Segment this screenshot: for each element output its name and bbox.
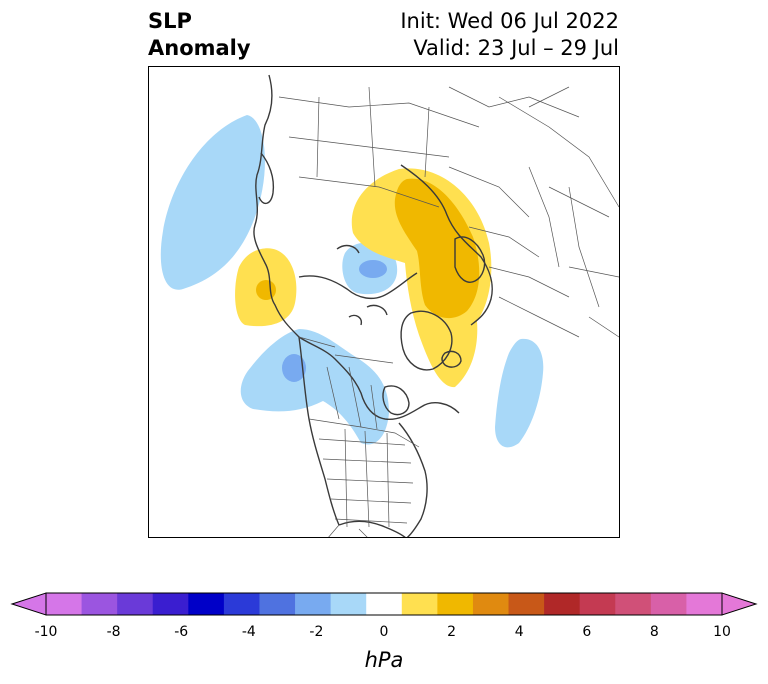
anomaly-north-pacific-low	[160, 115, 265, 290]
colorbar-tick-label: 4	[514, 624, 524, 640]
border-asia-countries	[498, 86, 619, 338]
colorbar-over-triangle	[721, 592, 758, 616]
anomaly-barents-high-core	[394, 178, 480, 319]
colorbar-cell	[259, 593, 296, 615]
us-east-coast	[398, 422, 428, 537]
colorbar-cell	[615, 593, 652, 615]
colorbar-cell	[117, 593, 154, 615]
colorbar-cell	[223, 593, 260, 615]
anomaly-shading	[160, 115, 544, 448]
border-canada-provinces	[326, 354, 394, 430]
colorbar-cells	[46, 593, 723, 615]
border-mexico	[328, 524, 368, 537]
colorbar-cell	[401, 593, 438, 615]
border-us-states	[318, 428, 414, 528]
colorbar-cell	[472, 593, 510, 615]
anomaly-canada-low-core	[282, 354, 306, 382]
colorbar-cell	[366, 593, 403, 615]
scandinavia-coast	[454, 236, 486, 283]
gulf-coast	[338, 520, 406, 537]
title-line-2: Anomaly	[148, 36, 251, 60]
border-canada-alaska	[298, 336, 336, 348]
colorbar-tick-label: -4	[241, 624, 256, 640]
colorbar-tick-label: -6	[174, 624, 189, 640]
colorbar-cell	[46, 593, 83, 615]
map-panel	[148, 66, 620, 538]
siberia-arctic-coast	[298, 272, 418, 300]
colorbar-cell	[579, 593, 616, 615]
colorbar-tick-label: 0	[379, 624, 389, 640]
border-china-mongolia	[448, 86, 580, 118]
colorbar-outline	[45, 592, 723, 616]
colorbar-cell	[330, 593, 367, 615]
colorbar-tick-label: 6	[582, 624, 592, 640]
greenland-coast	[400, 310, 453, 371]
us-west-coast	[298, 336, 340, 526]
colorbar-cell	[188, 593, 225, 615]
europe-coastline	[400, 164, 493, 326]
colorbar-cell	[81, 593, 118, 615]
colorbar-cell	[686, 593, 723, 615]
colorbar-cell	[508, 593, 545, 615]
colorbar-cell	[650, 593, 687, 615]
slp-anomaly-map	[160, 74, 619, 537]
colorbar-tick-label: 10	[713, 624, 731, 640]
colorbar-cell	[295, 593, 332, 615]
hudson-bay-coast	[382, 385, 410, 416]
anomaly-atlantic-low	[495, 338, 544, 448]
forecast-dates: Init: Wed 06 Jul 2022 Valid: 23 Jul – 29…	[400, 8, 619, 62]
border-russia-regions	[278, 86, 480, 208]
anomaly-canada-low	[240, 329, 389, 445]
colorbar-tick-label: -8	[106, 624, 121, 640]
colorbar-tick-label: -2	[309, 624, 324, 640]
iceland-coast	[441, 350, 462, 368]
colorbar-cell	[437, 593, 474, 615]
title-line-1: SLP	[148, 9, 192, 33]
init-date: Init: Wed 06 Jul 2022	[400, 9, 619, 33]
valid-date-range: Valid: 23 Jul – 29 Jul	[413, 36, 619, 60]
colorbar-tick-label: -10	[34, 624, 58, 640]
political-borders	[278, 86, 619, 537]
colorbar-tick-label: 2	[447, 624, 457, 640]
colorbar-tick-label: 8	[649, 624, 659, 640]
asia-coastline	[253, 74, 300, 338]
border-canada-us	[308, 418, 420, 448]
kamchatka-coast	[258, 152, 275, 204]
colorbar-cell	[544, 593, 581, 615]
colorbar-unit-label: hPa	[364, 648, 404, 672]
arctic-islands	[336, 244, 388, 326]
anomaly-siberia-high-core	[256, 280, 276, 300]
coastlines	[253, 74, 493, 537]
colorbar-under-triangle	[10, 592, 47, 616]
north-america-coast	[298, 336, 460, 421]
colorbar-cell	[152, 593, 189, 615]
colorbar	[10, 592, 758, 616]
map-title: SLP Anomaly	[148, 8, 251, 62]
border-europe-countries	[448, 166, 600, 338]
anomaly-arctic-low-core	[359, 260, 387, 278]
